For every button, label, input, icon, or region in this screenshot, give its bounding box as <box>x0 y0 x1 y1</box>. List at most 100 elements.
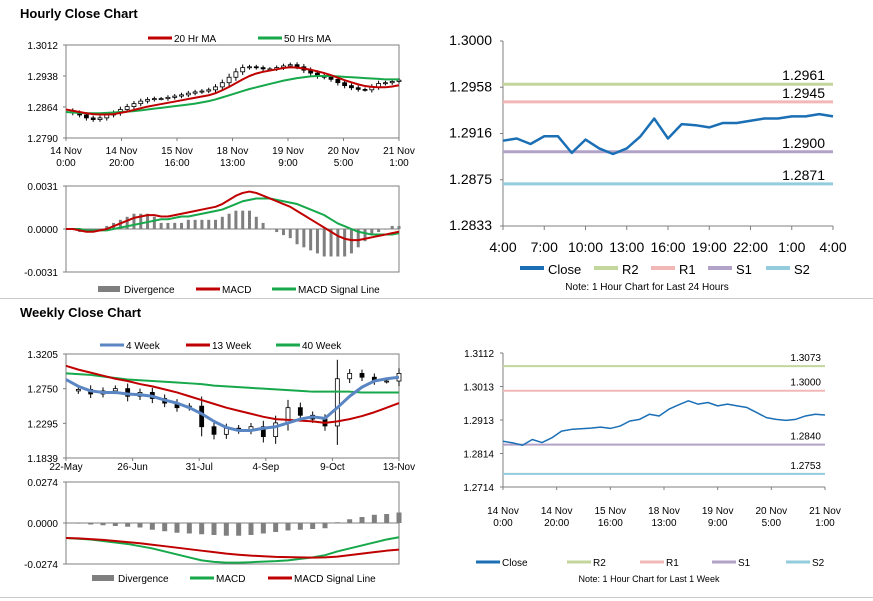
candle-body <box>342 82 348 87</box>
candle-body <box>273 422 279 438</box>
weekly-price-y-tick: 1.2295 <box>27 419 58 430</box>
legend-label: R1 <box>666 558 679 569</box>
weekly-pivot-x-tick: 18 Nov <box>648 506 680 517</box>
legend-item: 20 Hr MA <box>148 34 217 45</box>
divergence-bar <box>236 523 242 536</box>
divergence-bar <box>220 216 224 229</box>
divergence-bar <box>363 229 367 242</box>
hourly-x-tick: 0:00 <box>56 158 76 169</box>
hourly-x-tick: 9:00 <box>278 158 298 169</box>
legend-item: S1 <box>712 558 751 569</box>
close-line <box>502 400 826 447</box>
candle-body <box>396 79 402 82</box>
legend-item: Close <box>476 558 528 569</box>
macd-signal-line <box>66 197 400 236</box>
weekly-pivot-y-tick: 1.2714 <box>463 483 494 494</box>
legend-label: R2 <box>622 262 639 277</box>
weekly-pivot-y-tick: 1.2913 <box>463 416 494 427</box>
candle-body <box>185 92 191 96</box>
divergence-bar <box>390 225 394 229</box>
weekly-pivot-x-tick: 20:00 <box>544 518 569 529</box>
hourly-macd-y-tick: -0.0031 <box>24 268 58 279</box>
candle-body <box>145 99 150 102</box>
candle-body <box>297 407 303 416</box>
pivot-level-label: 1.2945 <box>782 85 825 101</box>
legend-label: R2 <box>593 558 606 569</box>
legend-item: 40 Week <box>276 341 342 352</box>
weekly-macd-y-tick: 0.0274 <box>27 478 58 489</box>
divergence-bar <box>173 222 177 229</box>
candle-body <box>192 91 198 94</box>
candle-body <box>294 64 300 68</box>
legend-item: MACD Signal Line <box>268 574 376 585</box>
hourly-section-title: Hourly Close Chart <box>20 6 138 21</box>
weekly-price-frame <box>65 353 400 459</box>
hourly-price-y-tick: 1.2938 <box>27 72 58 83</box>
divergence-bar <box>247 210 251 229</box>
weekly-price-y-tick: 1.2750 <box>27 385 58 396</box>
hourly-macd-y-tick: 0.0000 <box>27 225 58 236</box>
weekly-pivot-y-tick: 1.3112 <box>464 349 494 360</box>
divergence-bar <box>166 222 170 229</box>
bottom-divider <box>0 597 873 598</box>
legend-label: R1 <box>679 262 696 277</box>
hourly-price-y-tick: 1.2790 <box>27 134 58 145</box>
candle-body <box>260 426 266 438</box>
legend-item: MACD <box>190 574 245 585</box>
candle-body <box>112 388 118 392</box>
candle-body <box>206 89 212 92</box>
legend-label: 4 Week <box>126 341 161 352</box>
weekly-x-tick: 31-Jul <box>186 462 213 473</box>
legend-item: R2 <box>594 262 639 277</box>
weekly-price-y-tick: 1.1839 <box>27 454 58 465</box>
divergence-bar <box>254 216 258 229</box>
divergence-bar <box>310 523 316 529</box>
divergence-bar <box>211 523 217 535</box>
divergence-bar <box>370 229 374 236</box>
weekly-pivot-x-tick: 21 Nov <box>809 506 841 517</box>
divergence-bar <box>112 523 118 526</box>
candle-body <box>151 98 157 101</box>
legend-item: R1 <box>651 262 696 277</box>
pivot-level-label: 1.3073 <box>790 353 821 364</box>
weekly-pivot-x-tick: 19 Nov <box>702 506 734 517</box>
candle-body <box>384 380 390 383</box>
w40-line <box>65 372 399 394</box>
divergence-bar <box>261 222 265 229</box>
candle-body <box>219 82 225 88</box>
divergence-bar <box>297 523 303 530</box>
candle-body <box>253 66 259 69</box>
legend-label: Divergence <box>124 285 175 296</box>
hourly-pivot-y-tick: 1.2875 <box>449 171 492 187</box>
hourly-pivot-x-tick: 16:00 <box>650 239 685 255</box>
divergence-bar <box>275 229 279 233</box>
legend-item: S2 <box>766 262 810 277</box>
legend-item: 4 Week <box>100 341 161 352</box>
ma20-line <box>65 66 400 116</box>
divergence-bar <box>200 219 204 229</box>
candle-body <box>260 67 266 70</box>
divergence-bar <box>322 229 326 257</box>
weekly-x-tick: 13-Nov <box>383 462 415 473</box>
hourly-pivot-y-tick: 1.2916 <box>449 125 492 141</box>
legend-label: Close <box>502 558 528 569</box>
hourly-pivot-y-tick: 1.2958 <box>449 78 492 94</box>
divergence-bar <box>186 523 192 534</box>
hourly-x-tick: 20 Nov <box>328 146 360 157</box>
divergence-bar <box>193 219 197 229</box>
divergence-bar <box>371 514 377 523</box>
hourly-x-tick: 20:00 <box>109 158 134 169</box>
candle-body <box>199 405 205 428</box>
divergence-bar <box>273 523 279 532</box>
candle-body <box>90 117 96 120</box>
legend-label: MACD Signal Line <box>298 285 380 296</box>
divergence-bar <box>180 222 184 229</box>
divergence-bar <box>227 213 231 229</box>
pivot-level-label: 1.2961 <box>782 67 825 83</box>
divergence-bar <box>214 219 218 229</box>
legend-swatch <box>98 286 120 292</box>
legend-item: Close <box>520 262 581 277</box>
candle-body <box>287 64 293 67</box>
candle-body <box>213 86 218 91</box>
